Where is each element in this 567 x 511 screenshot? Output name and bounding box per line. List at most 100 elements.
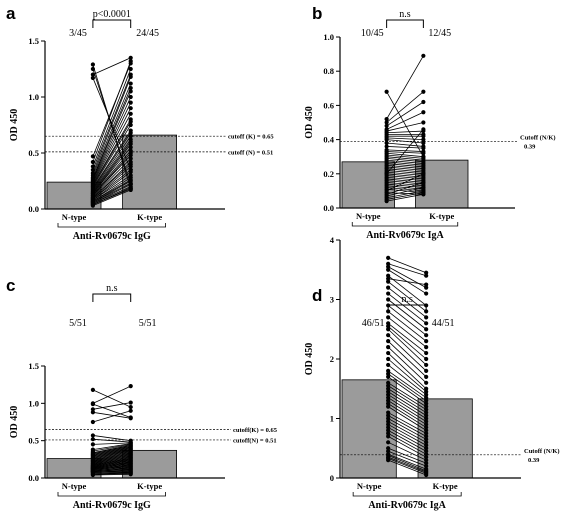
pair-line bbox=[387, 293, 427, 324]
y-tick-label: 0.6 bbox=[323, 100, 334, 110]
y-tick-label: 1.0 bbox=[28, 92, 39, 102]
pair-line bbox=[387, 325, 427, 360]
pair-line bbox=[387, 427, 427, 449]
point-k-type bbox=[424, 380, 429, 385]
point-k-type bbox=[128, 59, 133, 64]
point-k-type bbox=[421, 134, 426, 139]
point-n-type bbox=[90, 410, 95, 415]
point-n-type bbox=[386, 264, 391, 269]
pair-line bbox=[387, 287, 427, 318]
category-label: K-type bbox=[137, 481, 162, 491]
point-n-type bbox=[384, 89, 389, 94]
point-n-type bbox=[386, 380, 391, 385]
pair-line bbox=[92, 402, 131, 410]
pair-line bbox=[92, 163, 131, 199]
point-k-type bbox=[424, 392, 429, 397]
point-k-type bbox=[128, 153, 133, 158]
point-k-type bbox=[421, 53, 426, 58]
point-k-type bbox=[128, 111, 133, 116]
x-bracket bbox=[352, 492, 462, 497]
pair-line bbox=[92, 147, 132, 194]
point-n-type bbox=[386, 255, 391, 260]
pair-line bbox=[386, 142, 424, 147]
pair-line bbox=[388, 456, 427, 473]
point-n-type bbox=[386, 324, 391, 329]
point-k-type bbox=[128, 416, 133, 421]
point-k-type bbox=[424, 401, 429, 406]
point-n-type bbox=[386, 383, 391, 388]
pair-line bbox=[386, 130, 424, 134]
point-k-type bbox=[128, 89, 133, 94]
point-n-type bbox=[384, 171, 389, 176]
point-n-type bbox=[386, 356, 391, 362]
x-bracket bbox=[351, 222, 459, 227]
y-tick-label: 1.0 bbox=[28, 398, 39, 408]
pair-line bbox=[92, 455, 131, 465]
point-n-type bbox=[90, 66, 95, 72]
pair-line bbox=[92, 411, 131, 419]
pair-line bbox=[387, 397, 427, 422]
significance-label: n.s bbox=[399, 9, 411, 20]
cutoff-label: cutoff(K) = 0.65 bbox=[233, 427, 278, 434]
point-k-type bbox=[128, 85, 133, 91]
point-k-type bbox=[424, 398, 429, 403]
x-bracket bbox=[57, 492, 166, 497]
point-n-type bbox=[386, 315, 391, 320]
pair-line bbox=[387, 317, 427, 348]
pair-line bbox=[386, 129, 424, 175]
pair-line bbox=[386, 101, 424, 127]
category-label: N-type bbox=[356, 211, 381, 221]
pair-line bbox=[92, 455, 131, 464]
y-tick-label: 1 bbox=[330, 414, 334, 424]
point-k-type bbox=[128, 130, 133, 135]
point-k-type bbox=[424, 389, 429, 394]
point-k-type bbox=[421, 137, 426, 142]
pair-line bbox=[387, 322, 427, 354]
y-tick-label: 0 bbox=[330, 473, 334, 483]
pair-line bbox=[92, 132, 132, 190]
pair-line bbox=[386, 168, 424, 173]
point-n-type bbox=[386, 416, 391, 421]
pair-line bbox=[92, 464, 131, 470]
point-n-type bbox=[386, 401, 391, 406]
point-n-type bbox=[90, 401, 95, 407]
y-axis-label: OD 450 bbox=[304, 106, 315, 139]
x-axis-label: Anti-Rv0679c IgA bbox=[368, 500, 446, 511]
panel-a: a cutoff (K) = 0.65 cutoff (N) = 0.51 0.0 0.… bbox=[6, 4, 274, 242]
significance-bracket bbox=[92, 19, 132, 28]
point-n-type bbox=[386, 327, 391, 332]
cutoff-label: cutoff (K) = 0.65 bbox=[228, 134, 274, 141]
pair-line bbox=[386, 171, 424, 176]
pair-line bbox=[92, 113, 132, 184]
point-k-type bbox=[424, 368, 429, 373]
point-k-type bbox=[424, 437, 429, 442]
pair-line bbox=[92, 150, 132, 195]
count-k-type: 5/51 bbox=[139, 318, 157, 329]
cutoff-label: Cutoff (N/K) bbox=[524, 448, 560, 455]
point-n-type bbox=[386, 431, 391, 436]
y-axis-label: OD 450 bbox=[304, 343, 315, 376]
point-n-type bbox=[90, 419, 95, 425]
point-k-type bbox=[424, 407, 429, 412]
pair-line bbox=[92, 449, 131, 459]
point-k-type bbox=[128, 164, 133, 169]
cutoff-value-label: 0.39 bbox=[524, 143, 536, 150]
pair-line bbox=[388, 455, 427, 472]
point-n-type bbox=[386, 425, 391, 430]
point-n-type bbox=[386, 368, 391, 373]
y-tick-label: 0.5 bbox=[28, 148, 39, 158]
point-k-type bbox=[424, 455, 429, 460]
pair-line bbox=[92, 435, 131, 442]
category-label: N-type bbox=[62, 212, 87, 222]
pair-line bbox=[92, 446, 131, 456]
point-k-type bbox=[424, 416, 429, 421]
point-k-type bbox=[424, 443, 429, 448]
point-n-type bbox=[386, 395, 391, 400]
point-k-type bbox=[421, 192, 426, 197]
pair-line bbox=[92, 385, 131, 404]
pair-line bbox=[387, 421, 427, 443]
point-n-type bbox=[90, 62, 95, 67]
panel-letter: a bbox=[6, 4, 16, 23]
pair-line bbox=[92, 171, 131, 201]
pair-line bbox=[387, 340, 427, 378]
